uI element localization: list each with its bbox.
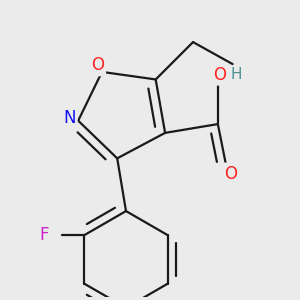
Text: O: O	[224, 164, 238, 182]
Text: O: O	[214, 66, 226, 84]
Text: N: N	[63, 110, 76, 128]
Text: F: F	[40, 226, 49, 244]
Text: O: O	[91, 56, 104, 74]
Text: H: H	[231, 67, 242, 82]
